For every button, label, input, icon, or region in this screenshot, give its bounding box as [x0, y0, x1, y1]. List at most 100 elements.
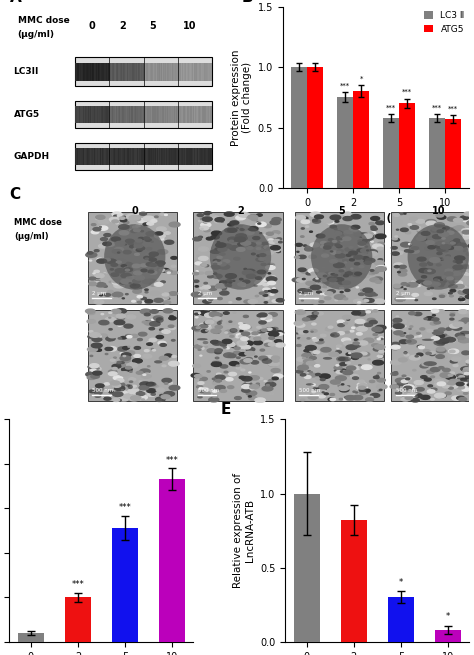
Circle shape	[461, 326, 470, 329]
Bar	[96, 63, 97, 81]
Circle shape	[395, 324, 405, 328]
Bar	[198, 106, 199, 123]
Bar	[294, 310, 384, 402]
Circle shape	[447, 277, 453, 280]
Circle shape	[270, 220, 280, 225]
Circle shape	[351, 356, 358, 360]
Circle shape	[238, 345, 245, 348]
Bar	[189, 147, 190, 165]
Bar	[111, 147, 112, 165]
Bar	[119, 63, 120, 81]
Circle shape	[331, 274, 335, 275]
Circle shape	[272, 234, 278, 237]
Bar	[131, 147, 132, 165]
Circle shape	[153, 219, 157, 220]
Bar	[110, 147, 111, 165]
Text: MMC dose: MMC dose	[14, 218, 62, 227]
Bar	[110, 106, 111, 123]
Circle shape	[201, 264, 209, 267]
Circle shape	[229, 282, 231, 283]
Circle shape	[379, 350, 384, 352]
Circle shape	[337, 252, 341, 253]
Circle shape	[409, 244, 411, 245]
Circle shape	[302, 318, 310, 321]
Circle shape	[453, 322, 464, 327]
Circle shape	[195, 286, 199, 287]
Circle shape	[415, 396, 417, 397]
Circle shape	[302, 278, 305, 280]
Circle shape	[110, 269, 113, 270]
Circle shape	[399, 269, 407, 272]
Circle shape	[219, 281, 227, 284]
Circle shape	[303, 349, 307, 350]
Bar	[181, 63, 182, 81]
Ellipse shape	[128, 384, 133, 389]
Circle shape	[140, 301, 146, 303]
Bar	[191, 63, 192, 81]
Circle shape	[135, 253, 139, 255]
Circle shape	[160, 344, 166, 346]
Circle shape	[90, 392, 100, 396]
Circle shape	[250, 216, 254, 218]
Circle shape	[375, 326, 386, 330]
Bar	[98, 147, 99, 165]
Circle shape	[334, 295, 345, 299]
Circle shape	[96, 276, 100, 278]
Circle shape	[228, 228, 237, 233]
Circle shape	[200, 324, 208, 328]
Circle shape	[466, 252, 474, 255]
Circle shape	[459, 286, 468, 290]
Circle shape	[128, 346, 130, 347]
Circle shape	[367, 318, 375, 322]
Bar	[211, 147, 212, 165]
Bar	[205, 106, 206, 123]
Circle shape	[394, 221, 402, 224]
Circle shape	[449, 350, 455, 352]
Circle shape	[334, 274, 337, 276]
Circle shape	[138, 332, 147, 336]
Circle shape	[467, 286, 470, 288]
Bar	[77, 147, 78, 165]
Bar	[197, 63, 198, 81]
Circle shape	[426, 221, 437, 226]
Circle shape	[345, 272, 353, 275]
Circle shape	[328, 398, 335, 401]
Circle shape	[211, 362, 221, 366]
Circle shape	[394, 263, 403, 267]
Bar	[90, 147, 91, 165]
Circle shape	[401, 380, 408, 383]
Bar	[127, 63, 128, 81]
Circle shape	[311, 300, 320, 304]
Bar	[211, 106, 212, 123]
Circle shape	[216, 243, 226, 248]
Circle shape	[426, 219, 436, 224]
Circle shape	[370, 278, 379, 282]
Circle shape	[156, 235, 163, 238]
Circle shape	[320, 334, 326, 337]
Bar	[163, 106, 164, 123]
Circle shape	[199, 256, 208, 261]
Circle shape	[264, 302, 267, 303]
Bar	[184, 106, 185, 123]
Circle shape	[345, 248, 353, 252]
Circle shape	[351, 268, 353, 269]
Bar	[82, 63, 83, 81]
Circle shape	[296, 370, 303, 373]
Y-axis label: Relative expression of
LncRNA-ATB: Relative expression of LncRNA-ATB	[233, 473, 255, 588]
Circle shape	[436, 282, 445, 286]
Circle shape	[268, 265, 273, 267]
Circle shape	[376, 221, 384, 225]
Bar	[159, 106, 160, 123]
Bar	[160, 147, 161, 165]
Circle shape	[338, 358, 343, 360]
Circle shape	[430, 322, 437, 325]
Circle shape	[348, 271, 350, 272]
Bar	[108, 63, 109, 81]
Circle shape	[467, 339, 474, 343]
Circle shape	[105, 259, 110, 261]
Circle shape	[240, 360, 250, 364]
Circle shape	[456, 374, 463, 377]
Circle shape	[447, 246, 454, 250]
Circle shape	[370, 270, 374, 271]
Bar	[152, 63, 153, 81]
